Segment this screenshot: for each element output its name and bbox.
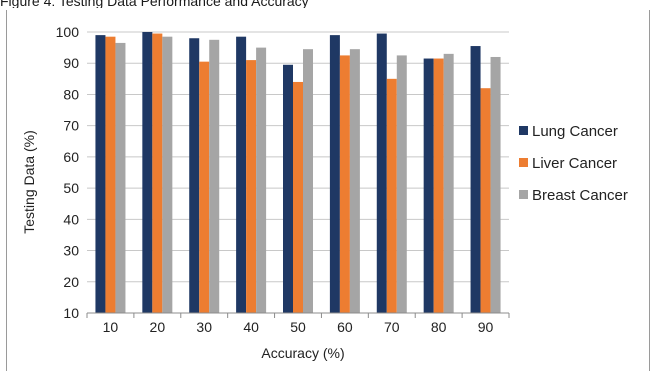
legend-label: Lung Cancer — [532, 123, 618, 140]
bar-lung-cancer — [236, 36, 247, 313]
legend-label: Liver Cancer — [532, 155, 617, 172]
bar-lung-cancer — [470, 46, 481, 314]
x-tick-label: 80 — [431, 319, 447, 335]
bar-lung-cancer — [423, 58, 434, 314]
y-tick-label: 60 — [63, 149, 79, 165]
y-tick-label: 80 — [63, 86, 79, 102]
bar-breast-cancer — [256, 47, 267, 313]
bar-breast-cancer — [443, 53, 454, 313]
bar-breast-cancer — [349, 49, 360, 314]
bar-liver-cancer — [152, 33, 163, 314]
bar-chart: 10 20 30 40 50 60 70 80 90 100 10 20 30 40 50 60 70 80 90… — [21, 24, 628, 361]
bar-breast-cancer — [162, 36, 173, 313]
bar-lung-cancer — [142, 32, 153, 313]
legend: Lung Cancer Liver Cancer Breast Cancer — [519, 123, 628, 204]
y-tick-label: 70 — [63, 118, 79, 134]
bar-lung-cancer — [376, 33, 387, 314]
y-tick-label: 30 — [63, 243, 79, 259]
x-tick-label: 40 — [243, 319, 259, 335]
bar-liver-cancer — [480, 88, 491, 313]
bar-lung-cancer — [189, 38, 200, 313]
bar-breast-cancer — [303, 49, 313, 314]
bar-liver-cancer — [339, 55, 350, 314]
bars — [95, 32, 501, 314]
x-axis — [86, 312, 510, 318]
bar-liver-cancer — [105, 36, 116, 313]
chart-frame: 10 20 30 40 50 60 70 80 90 100 10 20 30 40 50 60 70 80 90… — [6, 10, 650, 371]
x-axis-title: Accuracy (%) — [261, 345, 344, 361]
bar-lung-cancer — [95, 35, 106, 313]
y-tick-label: 10 — [63, 305, 79, 321]
legend-label: Breast Cancer — [532, 187, 628, 204]
bar-liver-cancer — [386, 78, 397, 313]
bar-liver-cancer — [293, 81, 303, 313]
bar-liver-cancer — [433, 58, 444, 314]
bar-liver-cancer — [199, 61, 210, 314]
legend-swatch — [519, 190, 528, 199]
y-axis-title: Testing Data (%) — [21, 130, 37, 233]
bar-liver-cancer — [246, 60, 257, 313]
x-tick-label: 90 — [478, 319, 494, 335]
x-tick-label: 10 — [103, 319, 119, 335]
x-tick-label: 60 — [337, 319, 353, 335]
x-tick-label: 50 — [290, 319, 306, 335]
y-tick-label: 20 — [63, 274, 79, 290]
x-tick-label: 30 — [196, 319, 212, 335]
y-tick-label: 90 — [63, 55, 79, 71]
y-tick-label: 40 — [63, 211, 79, 227]
bar-breast-cancer — [490, 56, 501, 313]
legend-swatch — [519, 158, 528, 167]
bar-lung-cancer — [329, 35, 340, 313]
y-tick-label: 100 — [56, 24, 80, 40]
bar-breast-cancer — [115, 42, 126, 314]
y-tick-label: 50 — [63, 180, 79, 196]
x-tick-label: 70 — [384, 319, 400, 335]
legend-swatch — [519, 126, 528, 135]
y-axis-ticks: 10 20 30 40 50 60 70 80 90 100 — [56, 24, 80, 321]
figure-caption: Figure 4: Testing Data Performance and A… — [0, 0, 309, 8]
bar-lung-cancer — [283, 64, 293, 314]
bar-breast-cancer — [396, 55, 407, 314]
bar-breast-cancer — [209, 39, 220, 314]
x-tick-label: 20 — [150, 319, 166, 335]
x-axis-ticks: 10 20 30 40 50 60 70 80 90 — [103, 319, 494, 335]
